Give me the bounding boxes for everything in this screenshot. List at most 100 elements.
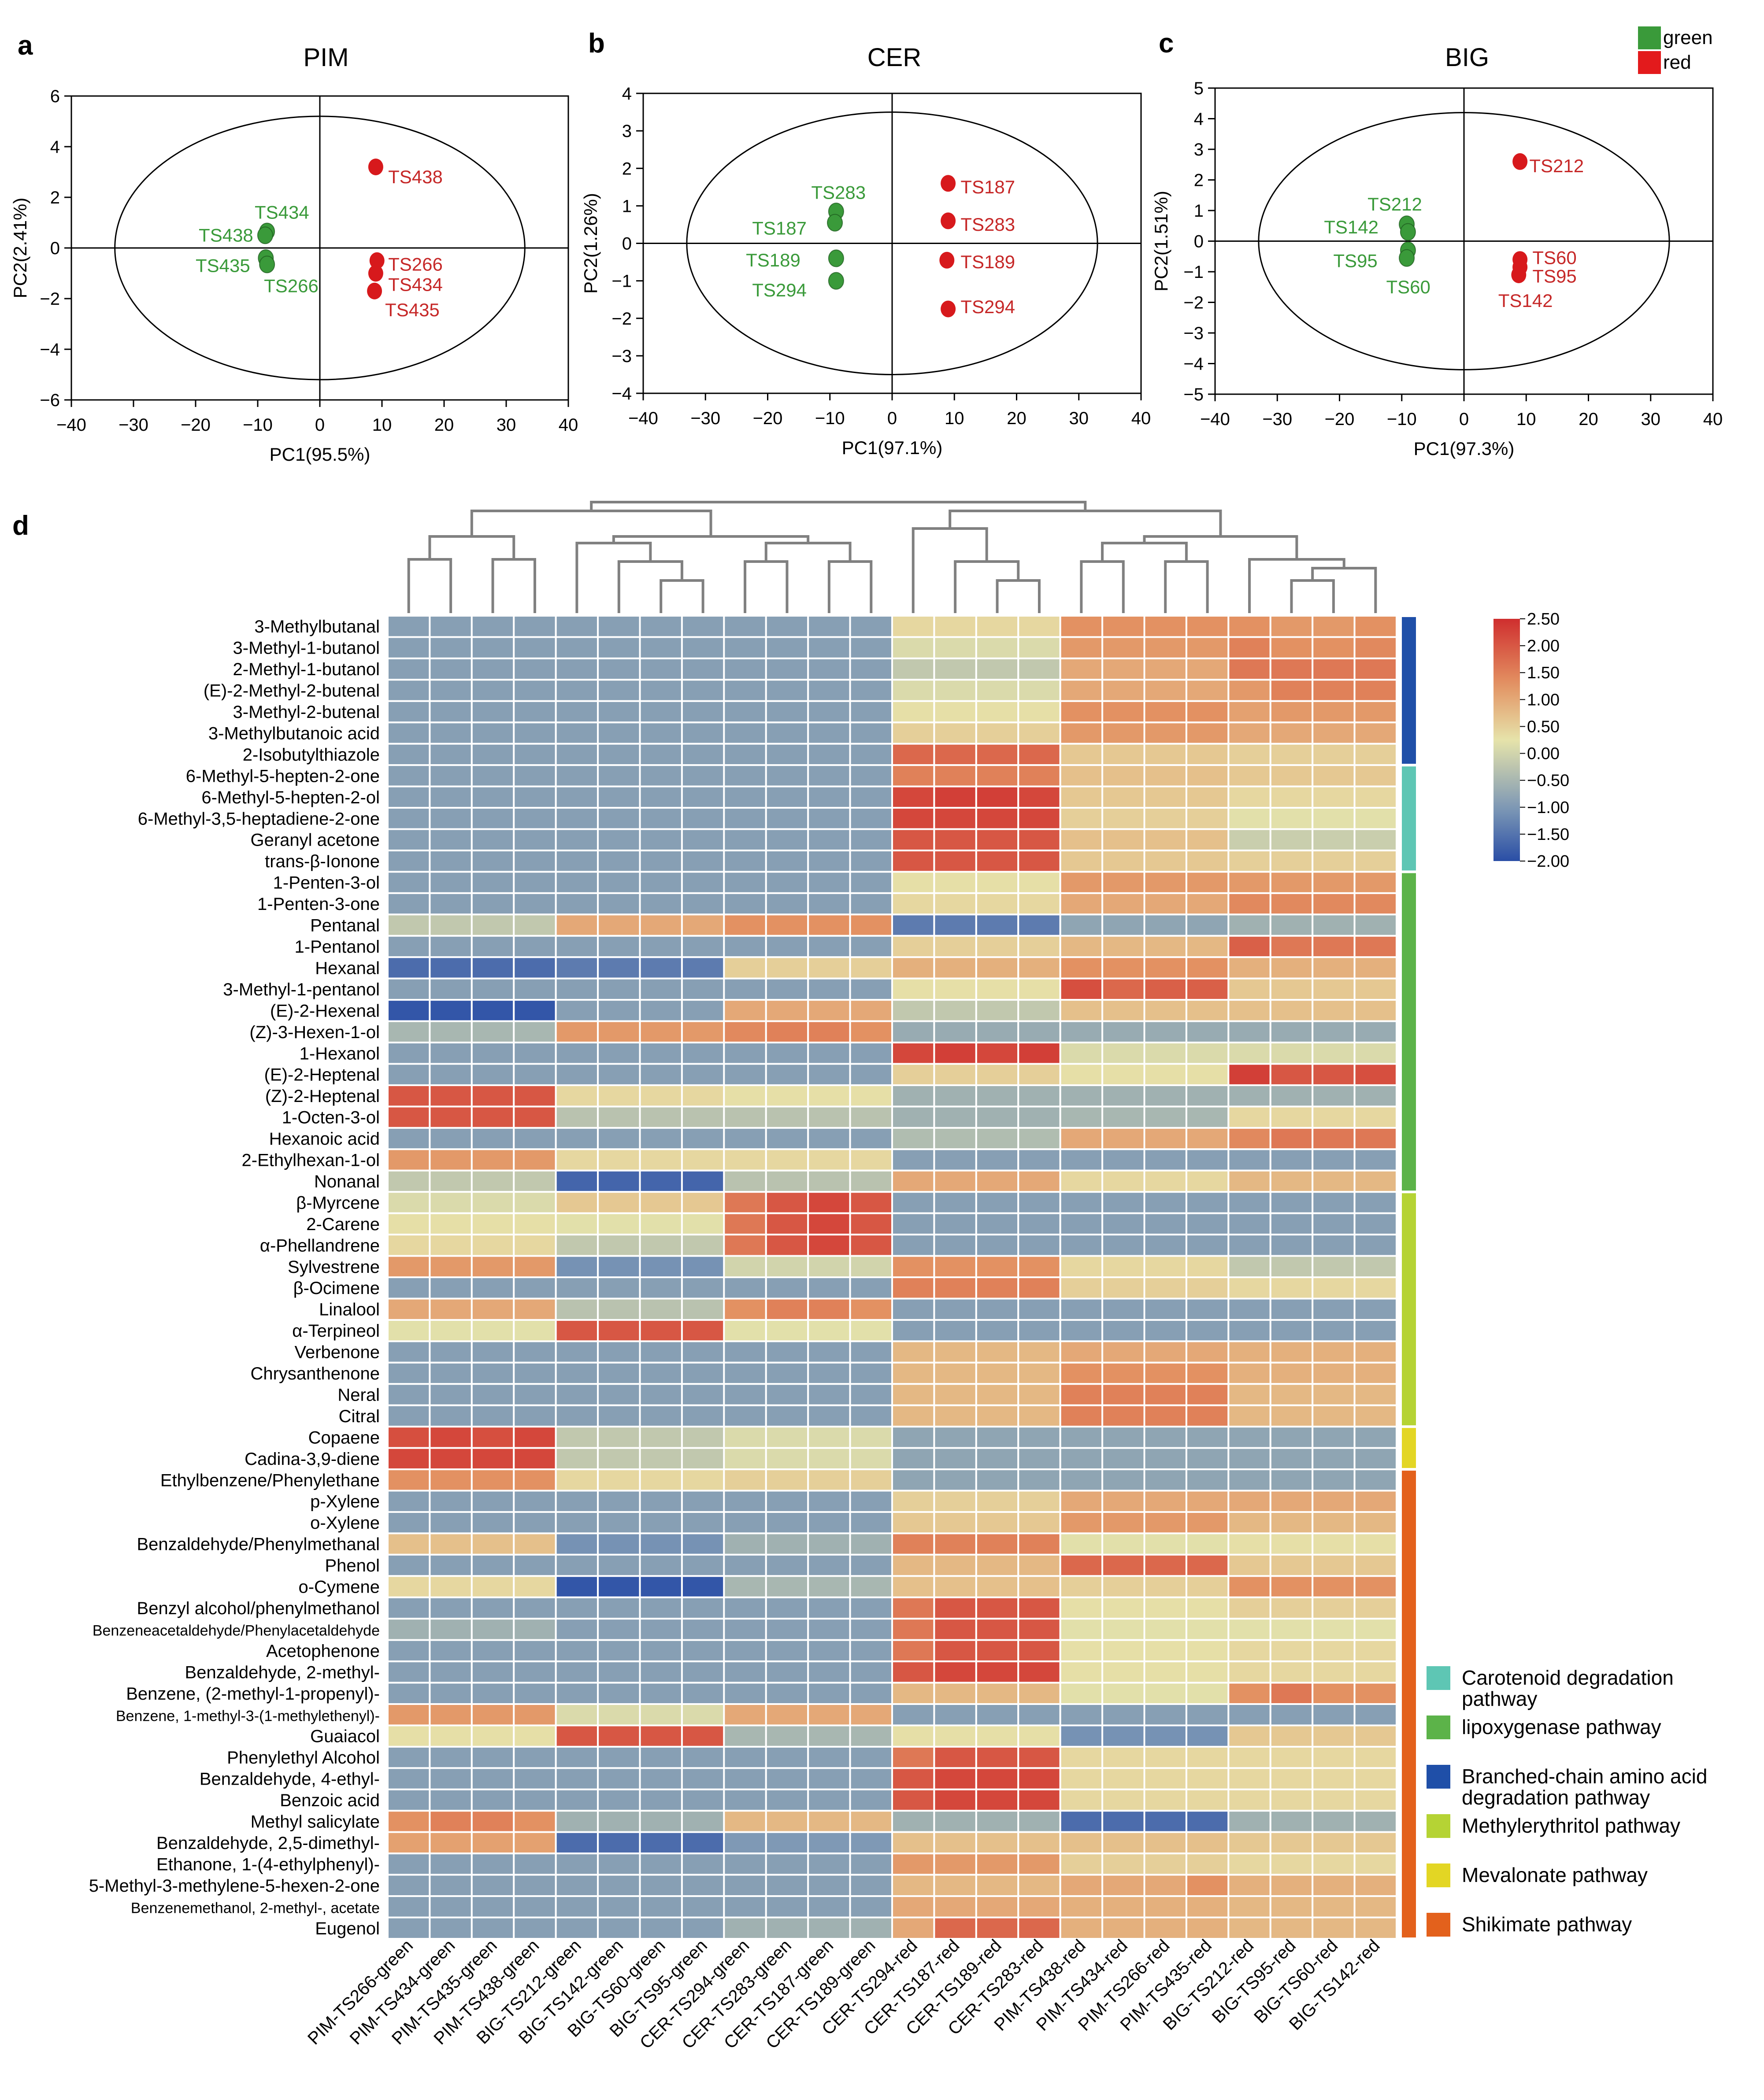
heatmap-cell <box>1143 1767 1187 1790</box>
heatmap-cell <box>1269 1831 1314 1855</box>
heatmap-cell <box>1059 999 1104 1022</box>
heatmap-cell <box>723 1319 767 1342</box>
heatmap-cell <box>555 636 599 659</box>
heatmap-cell <box>1312 1148 1356 1172</box>
heatmap-cell <box>1185 1340 1230 1364</box>
heatmap-cell <box>1017 1276 1061 1300</box>
heatmap-cell <box>429 1063 473 1086</box>
heatmap-cell <box>807 1724 851 1748</box>
heatmap-cell <box>1312 1191 1356 1214</box>
heatmap-cell <box>387 657 431 681</box>
heatmap-cell <box>429 1596 473 1620</box>
heatmap-cell <box>975 1618 1019 1641</box>
x-tick-label: 0 <box>1459 410 1469 429</box>
heatmap-cell <box>597 1575 641 1598</box>
heatmap-cell <box>1185 1703 1230 1727</box>
heatmap-cell <box>1143 935 1187 958</box>
row-label: Benzoic acid <box>280 1791 380 1810</box>
heatmap-cell <box>597 636 641 659</box>
heatmap-cell <box>1353 1852 1397 1876</box>
heatmap-cell <box>807 956 851 980</box>
heatmap-cell <box>933 1532 977 1556</box>
y-tick-label: 0 <box>50 239 60 258</box>
heatmap-cell <box>387 1553 431 1577</box>
point-label: TS212 <box>1529 155 1584 176</box>
heatmap-cell <box>555 935 599 958</box>
heatmap-cell <box>1269 977 1314 1001</box>
heatmap-cell <box>513 1468 557 1492</box>
heatmap-cell <box>723 1383 767 1406</box>
heatmap-cell <box>429 785 473 809</box>
heatmap-cell <box>807 892 851 916</box>
heatmap-cell <box>849 977 893 1001</box>
heatmap-cell <box>1143 785 1187 809</box>
pathway-legend-label: Branched-chain amino acid <box>1462 1765 1707 1788</box>
heatmap-cell <box>513 1618 557 1641</box>
heatmap-cell <box>849 1191 893 1214</box>
heatmap-cell <box>1227 1319 1271 1342</box>
heatmap-cell <box>933 1319 977 1342</box>
heatmap-cell <box>933 1874 977 1897</box>
heatmap-cell <box>1353 1831 1397 1855</box>
heatmap-cell <box>1101 1852 1145 1876</box>
heatmap-cell <box>429 1447 473 1471</box>
heatmap-cell <box>429 1105 473 1129</box>
heatmap-cell <box>639 1895 683 1919</box>
heatmap-cell <box>1185 1447 1230 1471</box>
heatmap-cell <box>1017 1831 1061 1855</box>
heatmap-cell <box>975 1404 1019 1428</box>
row-label: (E)-2-Hexenal <box>270 1001 380 1020</box>
heatmap-cell <box>765 743 809 766</box>
colorbar-tick-label: 2.50 <box>1527 610 1560 629</box>
heatmap-cell <box>1017 764 1061 788</box>
heatmap-cell <box>681 1724 725 1748</box>
heatmap-cell <box>765 1596 809 1620</box>
heatmap-cell <box>1353 1447 1397 1471</box>
heatmap-cell <box>597 1084 641 1108</box>
heatmap-cell <box>639 1319 683 1342</box>
heatmap-cell <box>933 785 977 809</box>
heatmap-cell <box>1185 1426 1230 1449</box>
heatmap-cell <box>471 1426 515 1449</box>
heatmap-cell <box>429 1916 473 1940</box>
point-label: TS294 <box>960 296 1015 317</box>
heatmap-cell <box>1312 1020 1356 1044</box>
heatmap-cell <box>849 956 893 980</box>
heatmap-cell <box>555 1319 599 1342</box>
heatmap-cell <box>1017 1127 1061 1150</box>
heatmap-cell <box>975 1042 1019 1065</box>
heatmap-cell <box>933 807 977 830</box>
heatmap-cell <box>1143 1575 1187 1598</box>
heatmap-cell <box>933 1468 977 1492</box>
heatmap-cell <box>765 849 809 873</box>
colorbar-tick-label: 0.00 <box>1527 745 1560 763</box>
heatmap-cell <box>1059 1916 1104 1940</box>
heatmap-cell <box>1185 721 1230 745</box>
y-tick-label: 1 <box>1194 201 1204 221</box>
heatmap-cell <box>933 999 977 1022</box>
x-tick-label: 40 <box>1703 410 1723 429</box>
heatmap-cell <box>807 700 851 724</box>
heatmap-cell <box>555 785 599 809</box>
heatmap-cell <box>1143 1340 1187 1364</box>
heatmap-cell <box>639 1105 683 1129</box>
heatmap-cell <box>849 636 893 659</box>
heatmap-cell <box>1143 1490 1187 1513</box>
heatmap-cell <box>1312 700 1356 724</box>
heatmap-cell <box>597 764 641 788</box>
heatmap-cell <box>387 849 431 873</box>
heatmap-cell <box>1312 1468 1356 1492</box>
heatmap-cell <box>1101 1895 1145 1919</box>
heatmap-cell <box>597 1831 641 1855</box>
heatmap-cell <box>597 1404 641 1428</box>
heatmap-cell <box>1059 700 1104 724</box>
heatmap-cell <box>1227 1383 1271 1406</box>
y-tick-label: 1 <box>622 196 632 216</box>
heatmap-cell <box>471 1532 515 1556</box>
heatmap-cell <box>1185 892 1230 916</box>
dendrogram-branch <box>491 558 536 613</box>
heatmap-cell <box>807 1703 851 1727</box>
heatmap-cell <box>639 1788 683 1812</box>
heatmap-cell <box>1227 1234 1271 1257</box>
heatmap-cell <box>933 1084 977 1108</box>
